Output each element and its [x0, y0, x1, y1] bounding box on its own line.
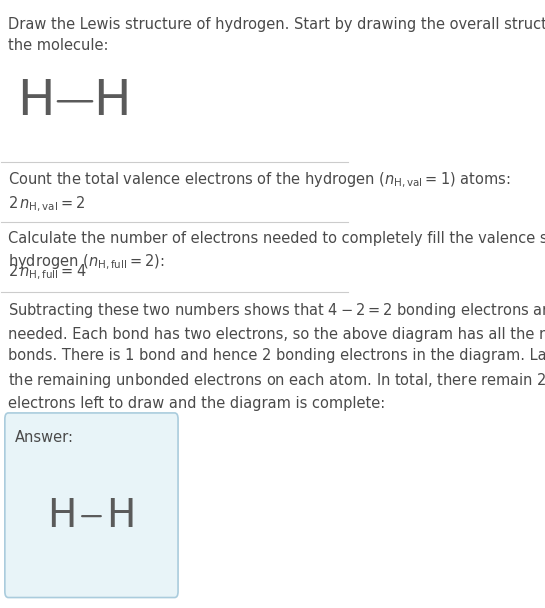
Text: Calculate the number of electrons needed to completely fill the valence shells f: Calculate the number of electrons needed… [8, 232, 545, 272]
Text: Draw the Lewis structure of hydrogen. Start by drawing the overall structure of
: Draw the Lewis structure of hydrogen. St… [8, 16, 545, 52]
Text: H: H [47, 497, 77, 535]
Text: Count the total valence electrons of the hydrogen ($n_{\mathrm{H,val}} = 1$) ato: Count the total valence electrons of the… [8, 171, 511, 190]
Text: H: H [94, 77, 131, 125]
FancyBboxPatch shape [5, 413, 178, 598]
Text: Subtracting these two numbers shows that $4 - 2 = 2$ bonding electrons are
neede: Subtracting these two numbers shows that… [8, 301, 545, 412]
Text: $2\,n_{\mathrm{H,full}} = 4$: $2\,n_{\mathrm{H,full}} = 4$ [8, 263, 87, 282]
Text: H: H [106, 497, 136, 535]
Text: H: H [17, 77, 55, 125]
Text: Answer:: Answer: [15, 430, 74, 445]
Text: $2\,n_{\mathrm{H,val}} = 2$: $2\,n_{\mathrm{H,val}} = 2$ [8, 195, 86, 215]
